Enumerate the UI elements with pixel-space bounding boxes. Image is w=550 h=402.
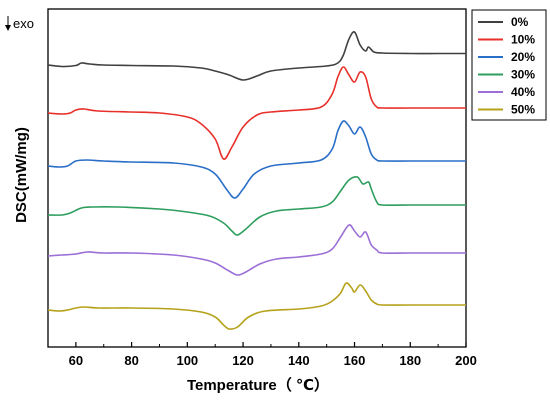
legend: 0% 10% 20% 30% 40% 50% bbox=[478, 15, 535, 117]
legend-label: 0% bbox=[511, 15, 529, 29]
x-tick-label: 100 bbox=[176, 353, 198, 368]
exo-arrow-head bbox=[5, 25, 11, 31]
legend-label: 30% bbox=[511, 68, 535, 82]
exo-indicator: exo bbox=[5, 16, 34, 31]
series-line-10pct bbox=[47, 66, 466, 160]
series-layer bbox=[47, 31, 466, 330]
x-tick-label: 80 bbox=[124, 353, 138, 368]
y-axis-title: DSC(mW/mg) bbox=[13, 127, 30, 223]
series-line-20pct bbox=[47, 120, 466, 199]
x-axis: 60 80 100 120 140 160 180 200 bbox=[47, 342, 477, 368]
legend-label: 10% bbox=[511, 33, 535, 47]
x-tick-label: 200 bbox=[455, 353, 477, 368]
exo-label: exo bbox=[13, 16, 34, 31]
series-line-50pct bbox=[47, 282, 466, 330]
x-axis-title: Temperature（ ℃） bbox=[187, 376, 329, 394]
x-tick-label: 180 bbox=[399, 353, 421, 368]
legend-box bbox=[471, 9, 547, 121]
legend-label: 40% bbox=[511, 85, 535, 99]
legend-label: 20% bbox=[511, 50, 535, 64]
x-tick-label: 140 bbox=[288, 353, 310, 368]
series-line-30pct bbox=[47, 176, 466, 236]
series-line-40pct bbox=[47, 224, 466, 276]
plot-frame bbox=[47, 8, 467, 348]
x-tick-label: 60 bbox=[69, 353, 83, 368]
legend-label: 50% bbox=[511, 103, 535, 117]
series-line-0pct bbox=[47, 31, 466, 81]
x-tick-label: 120 bbox=[232, 353, 254, 368]
x-tick-label: 160 bbox=[344, 353, 366, 368]
